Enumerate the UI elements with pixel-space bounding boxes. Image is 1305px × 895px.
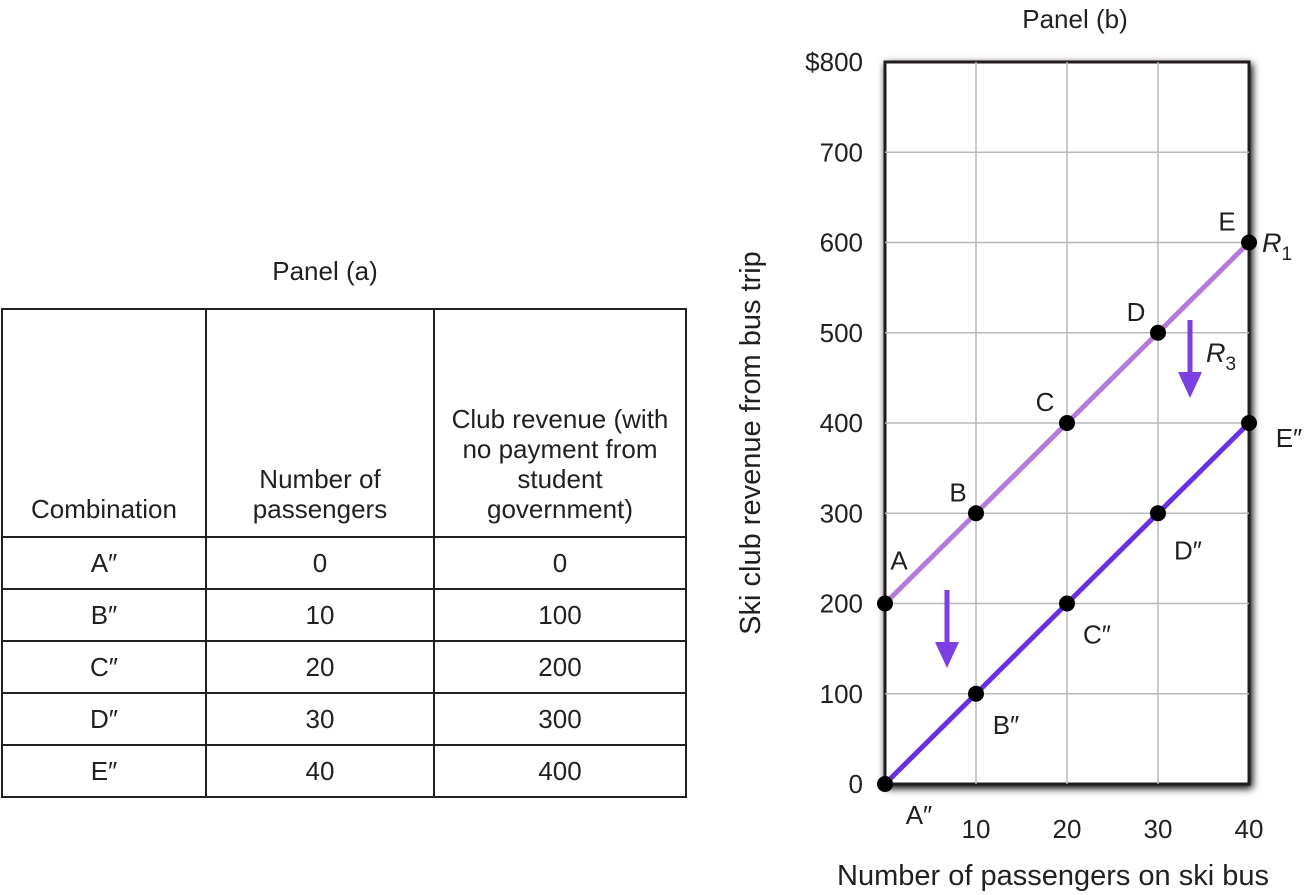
cell-passengers: 10 [205,588,435,642]
x-axis-label: Number of passengers on ski bus [837,860,1269,892]
table-row: D″ 30 300 [1,692,687,746]
y-tick-label: 100 [820,679,863,709]
point-label: A″ [906,800,933,830]
y-tick-label: 700 [820,137,863,167]
y-tick-label: $800 [805,47,863,77]
y-tick-label: 0 [849,769,863,799]
data-point [1150,505,1166,522]
x-tick-label: 10 [962,814,991,844]
point-label: C [1036,387,1055,417]
point-label: C″ [1083,620,1111,650]
shift-arrow-right-head [1178,372,1202,398]
shift-arrow-left-head [935,642,959,668]
cell-combination: C″ [1,640,207,694]
data-point [968,505,984,522]
data-point [877,595,893,612]
panel-a-title: Panel (a) [272,256,378,286]
y-axis-label: Ski club revenue from bus trip [735,251,767,635]
point-label: E″ [1276,423,1303,453]
y-tick-label: 400 [820,408,863,438]
y-tick-label: 600 [820,228,863,258]
point-label: A [890,546,908,576]
data-point [1059,415,1075,431]
curve-label-r3: R3 [1206,338,1236,375]
y-tick-label: 200 [820,589,863,619]
cell-passengers: 0 [205,536,435,590]
cell-revenue: 100 [433,588,687,642]
cell-combination: B″ [1,588,207,642]
table-row: E″ 40 400 [1,744,687,798]
data-point [968,685,984,702]
header-club-revenue-text: Club revenue (with no payment from stude… [451,404,669,524]
x-tick-label: 30 [1144,814,1173,844]
cell-combination: E″ [1,744,207,798]
data-point [1241,415,1257,431]
table-row: C″ 20 200 [1,640,687,694]
data-point [877,776,893,792]
header-passengers-text: Number of passengers [252,464,388,524]
x-tick-label: 40 [1235,814,1264,844]
x-tick-label: 20 [1053,814,1082,844]
table-header-row: Combination Number of passengers Club re… [1,308,687,538]
header-passengers: Number of passengers [205,308,435,538]
cell-revenue: 0 [433,536,687,590]
cell-revenue: 300 [433,692,687,746]
point-label: B″ [993,710,1020,740]
panel-b-title: Panel (b) [1022,4,1128,34]
table-row: B″ 10 100 [1,588,687,642]
cell-passengers: 20 [205,640,435,694]
cell-passengers: 30 [205,692,435,746]
y-tick-label: 300 [820,498,863,528]
curve-label-r1: R1 [1262,228,1292,265]
data-point [1150,324,1166,341]
cell-combination: A″ [1,536,207,590]
header-combination: Combination [1,308,207,538]
data-point [1059,595,1075,612]
cell-revenue: 200 [433,640,687,694]
cell-passengers: 40 [205,744,435,798]
table-row: A″ 0 0 [1,536,687,590]
point-label: D [1127,297,1146,327]
header-club-revenue: Club revenue (with no payment from stude… [433,308,687,538]
y-tick-label: 500 [820,318,863,348]
cell-combination: D″ [1,692,207,746]
point-label: D″ [1174,535,1202,565]
point-label: E [1218,207,1235,237]
cell-revenue: 400 [433,744,687,798]
data-point [1241,234,1257,251]
revenue-table: Combination Number of passengers Club re… [1,308,687,798]
point-label: B [949,477,966,507]
